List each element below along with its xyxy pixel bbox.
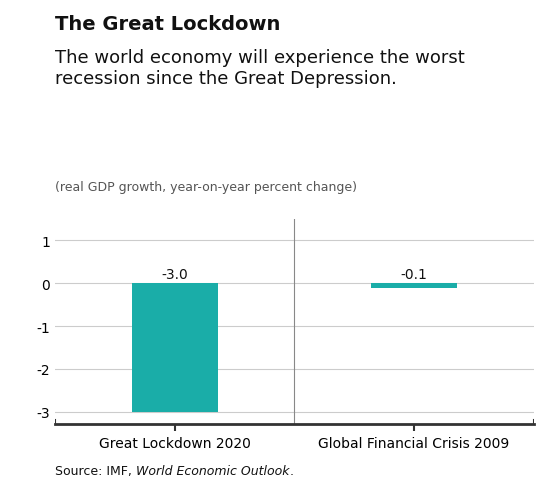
Text: The Great Lockdown: The Great Lockdown <box>55 15 280 34</box>
Text: .: . <box>289 464 293 477</box>
Text: -0.1: -0.1 <box>400 267 427 281</box>
Text: Source: IMF,: Source: IMF, <box>55 464 136 477</box>
Bar <box>371 284 457 288</box>
Text: (real GDP growth, year-on-year percent change): (real GDP growth, year-on-year percent c… <box>55 181 357 194</box>
Text: World Economic Outlook: World Economic Outlook <box>136 464 289 477</box>
Bar <box>131 284 218 412</box>
Text: -3.0: -3.0 <box>161 267 188 281</box>
Text: The world economy will experience the worst
recession since the Great Depression: The world economy will experience the wo… <box>55 49 465 88</box>
